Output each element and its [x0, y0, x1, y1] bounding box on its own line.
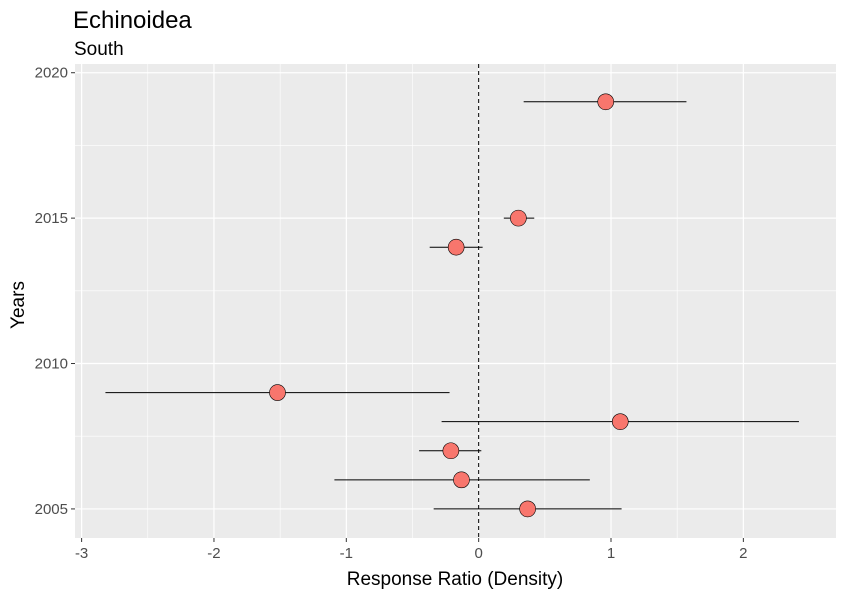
y-axis-ticks: 2005 2010 2015 2020 [35, 65, 75, 518]
data-point [442, 442, 460, 460]
x-tick-label: -3 [75, 545, 88, 562]
x-tick-label: 0 [474, 545, 482, 562]
y-tick-label: 2010 [35, 356, 68, 373]
data-point [453, 471, 470, 489]
y-tick-label: 2020 [35, 65, 68, 82]
data-point [510, 209, 527, 227]
data-points [269, 93, 629, 518]
data-point [447, 238, 465, 256]
data-point [519, 500, 536, 518]
x-tick-label: 1 [607, 545, 615, 562]
x-tick-label: -1 [340, 545, 353, 562]
chart-title: Echinoidea [73, 7, 192, 34]
x-tick-label: 2 [739, 545, 747, 562]
plot-panel [75, 64, 836, 538]
y-tick-label: 2005 [35, 501, 68, 518]
y-axis-title: Years [8, 281, 29, 329]
minor-gridlines [75, 64, 836, 538]
x-axis-ticks: -3 -2 -1 0 1 2 [75, 538, 748, 562]
x-axis-title: Response Ratio (Density) [347, 569, 563, 590]
x-tick-label: -2 [207, 545, 220, 562]
data-point [269, 384, 286, 401]
data-point [597, 93, 615, 111]
chart-subtitle: South [74, 39, 124, 60]
y-tick-label: 2015 [35, 210, 68, 227]
data-point [611, 413, 629, 430]
